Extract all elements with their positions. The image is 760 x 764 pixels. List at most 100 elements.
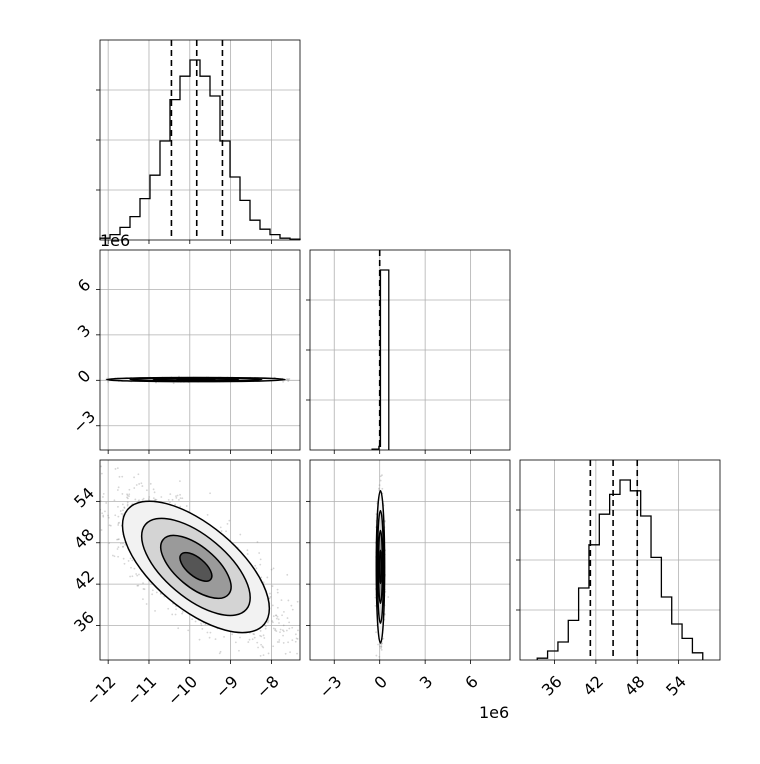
p1-vs-p3-sample-point: [102, 514, 105, 517]
p1-vs-p3-sample-point: [102, 515, 105, 518]
p1-vs-p3-sample-point: [155, 498, 158, 501]
p1-vs-p3-sample-point: [252, 633, 255, 635]
p1-vs-p3-sample-point: [154, 610, 156, 612]
p1-vs-p3-sample-point: [251, 638, 254, 641]
p1-vs-p3-sample-point: [246, 553, 249, 555]
p1-vs-p3-sample-point: [126, 504, 129, 507]
p2-vs-p3-frame: [309, 459, 511, 661]
p1-vs-p3-sample-point: [130, 566, 132, 569]
p1-vs-p3-sample-point: [136, 574, 139, 577]
p1-vs-p3-sample-point: [126, 497, 129, 500]
p1-vs-p3-sample-point: [126, 496, 128, 499]
p1-vs-p3-sample-point: [303, 656, 305, 658]
p1-vs-p3-sample-point: [209, 631, 212, 634]
p1-vs-p3-sample-point: [302, 639, 304, 641]
p1-vs-p3-xtick-label: −11: [123, 672, 160, 709]
p1-vs-p3-sample-point: [266, 576, 269, 579]
p1-vs-p3-sample-point: [185, 505, 188, 507]
p1-vs-p3-sample-point: [122, 513, 124, 516]
p2-marginal-histogram-step: [371, 269, 390, 450]
p1-vs-p3-sample-point: [102, 496, 104, 498]
p2-vs-p3-sample-point: [382, 637, 385, 640]
p1-vs-p3-sample-point: [272, 615, 275, 618]
p1-vs-p3-sample-point: [138, 483, 141, 485]
p1-vs-p3-sample-point: [286, 617, 289, 619]
p1-vs-p3-sample-point: [122, 557, 125, 560]
p1-vs-p3-sample-point: [286, 573, 289, 576]
p1-vs-p3-sample-point: [128, 493, 131, 496]
p1-vs-p3-sample-point: [179, 505, 182, 508]
p1-vs-p3-sample-point: [138, 573, 140, 576]
p2-vs-p3-sample-point: [377, 643, 379, 646]
p1-vs-p3-sample-point: [274, 629, 276, 632]
p1-vs-p3-sample-point: [109, 524, 112, 527]
p1-vs-p3-sample-point: [238, 649, 240, 652]
p2-vs-p3-xtick-label: −3: [315, 672, 345, 702]
p1-vs-p3-sample-point: [107, 516, 110, 519]
p1-vs-p3-sample-point: [129, 557, 132, 560]
p1-vs-p3-sample-point: [123, 562, 126, 565]
p2-vs-p3-sample-point: [380, 645, 383, 648]
p1-vs-p3-sample-point: [126, 503, 129, 506]
p1-vs-p3-sample-point: [275, 630, 278, 632]
p1-vs-p3-sample-point: [169, 501, 171, 504]
p1-vs-p3-ytick-label: 54: [70, 484, 98, 512]
p1-vs-p3-sample-point: [155, 591, 158, 594]
p1-vs-p3-sample-point: [121, 475, 124, 478]
p2-vs-p3-sample-point: [378, 655, 381, 658]
p1-vs-p3-sample-point: [279, 628, 282, 631]
p1-vs-p3-sample-point: [257, 646, 259, 649]
p2-marginal-panel: [306, 249, 511, 454]
p1-vs-p3-sample-point: [253, 633, 256, 636]
p1-vs-p3-sample-point: [214, 638, 217, 641]
p1-vs-p3-xtick-label: −10: [164, 672, 201, 709]
p1-vs-p3-sample-point: [142, 497, 145, 500]
p1-vs-p3-contour: [160, 534, 232, 600]
p1-vs-p3-sample-point: [153, 491, 156, 494]
p1-vs-p2-sample-point: [172, 382, 175, 385]
p1-vs-p3-sample-point: [282, 630, 285, 633]
p1-vs-p3-sample-point: [259, 634, 261, 637]
p1-vs-p3-sample-point: [181, 612, 184, 615]
p1-vs-p3-sample-point: [294, 633, 297, 636]
p1-vs-p3-sample-point: [174, 613, 177, 616]
p1-vs-p3-sample-point: [304, 643, 306, 645]
p1-vs-p2-sample-point: [285, 378, 288, 381]
p1-vs-p3-sample-point: [282, 624, 285, 627]
p1-vs-p3-sample-point: [108, 524, 111, 527]
p1-vs-p3-sample-point: [121, 503, 124, 506]
p1-vs-p3-sample-point: [305, 683, 307, 685]
p1-vs-p3-sample-point: [119, 542, 122, 545]
p1-vs-p2-ytick-label: 3: [74, 321, 95, 342]
p1-vs-p3-xtick-label: −9: [212, 672, 242, 702]
p1-vs-p3-sample-point: [256, 641, 259, 644]
p1-vs-p3-sample-point: [179, 480, 181, 483]
p1-vs-p3-sample-point: [181, 611, 184, 613]
p1-vs-p3-sample-point: [133, 476, 135, 479]
p1-vs-p3-sample-point: [276, 588, 279, 591]
p1-vs-p3-sample-point: [278, 639, 281, 641]
p1-vs-p3-sample-point: [291, 639, 294, 642]
p1-vs-p3-sample-point: [223, 635, 225, 638]
p2-vs-p3-sample-point: [381, 487, 384, 490]
p1-vs-p3-sample-point: [248, 638, 251, 641]
p1-vs-p3-xtick-label: −8: [253, 672, 283, 702]
p1-vs-p3-sample-point: [134, 498, 137, 501]
p1-vs-p3-sample-point: [147, 498, 150, 501]
p1-vs-p3-sample-point: [121, 493, 124, 495]
p1-vs-p3-sample-point: [117, 505, 119, 508]
p1-vs-p2-sample-point: [287, 378, 290, 381]
p1-vs-p3-sample-point: [167, 498, 170, 501]
p1-vs-p3-sample-point: [296, 600, 299, 603]
p1-vs-p3-sample-point: [131, 575, 134, 578]
p1-vs-p3-sample-point: [64, 437, 66, 439]
p1-vs-p3-sample-point: [176, 494, 179, 497]
p2-vs-p3-sample-point: [381, 474, 383, 477]
p2-vs-p3-contour: [378, 549, 383, 585]
p1-vs-p3-sample-point: [258, 552, 261, 554]
p2-vs-p3-xtick-label: 0: [370, 672, 391, 693]
p1-vs-p2-ytick-label: −3: [69, 407, 99, 437]
p1-vs-p3-sample-point: [117, 538, 119, 541]
p1-vs-p3-sample-point: [288, 627, 291, 630]
p1-vs-p3-sample-point: [269, 592, 271, 595]
